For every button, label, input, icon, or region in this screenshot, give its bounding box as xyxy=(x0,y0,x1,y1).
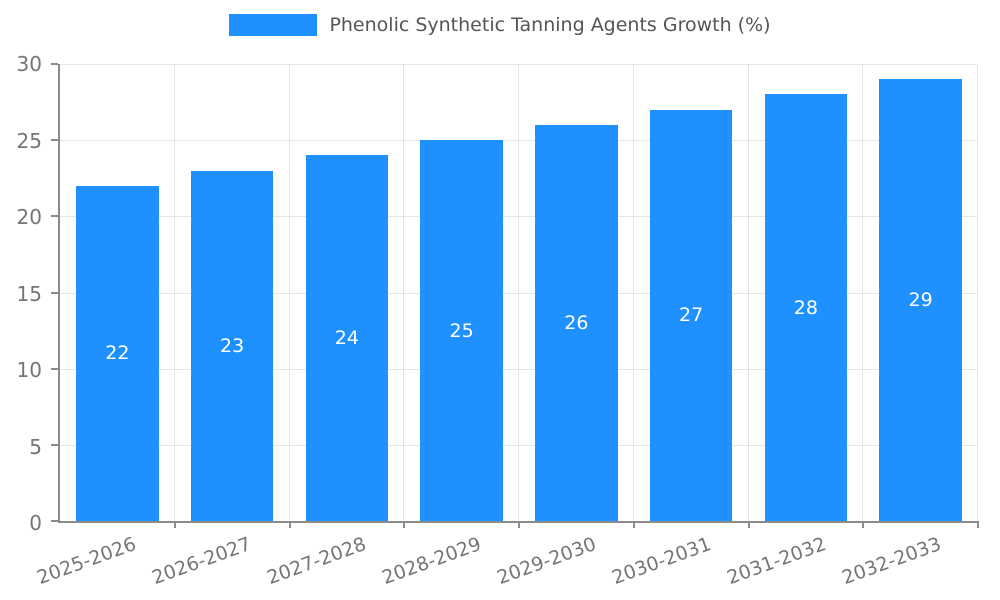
y-tick-mark xyxy=(51,215,58,218)
x-tick-mark xyxy=(862,521,865,528)
bar-value-label: 27 xyxy=(679,304,704,327)
x-tick-label-text: 2032-2033 xyxy=(839,533,945,590)
y-tick-label: 15 xyxy=(16,281,42,306)
x-tick-mark xyxy=(632,521,635,528)
bar-value-label: 24 xyxy=(334,327,359,350)
bar-slot: 27 xyxy=(634,64,749,521)
bar-slot: 28 xyxy=(749,64,864,521)
bar[interactable]: 28 xyxy=(764,94,848,521)
x-tick-label-text: 2025-2026 xyxy=(34,533,140,590)
chart-title: Phenolic Synthetic Tanning Agents Growth… xyxy=(329,14,771,36)
y-tick-label: 25 xyxy=(16,128,42,153)
bar-value-label: 26 xyxy=(564,311,589,334)
bar[interactable]: 23 xyxy=(190,170,274,521)
x-tick-label-text: 2029-2030 xyxy=(494,533,600,590)
bar[interactable]: 27 xyxy=(649,109,733,521)
y-tick-label: 20 xyxy=(16,205,42,230)
bar-value-label: 28 xyxy=(793,296,818,319)
bar-slot: 23 xyxy=(175,64,290,521)
x-tick-label-text: 2030-2031 xyxy=(609,533,715,590)
bar-value-label: 25 xyxy=(449,319,474,342)
x-tick-mark xyxy=(747,521,750,528)
bar-slot: 22 xyxy=(60,64,175,521)
bar-slot: 26 xyxy=(519,64,634,521)
y-tick-mark xyxy=(51,443,58,446)
x-tick-label-text: 2027-2028 xyxy=(264,533,370,590)
bar-value-label: 29 xyxy=(908,289,933,312)
x-tick-mark xyxy=(518,521,520,528)
bar-slot: 29 xyxy=(863,64,978,521)
bar[interactable]: 22 xyxy=(76,185,159,521)
bar[interactable]: 24 xyxy=(305,155,389,521)
bar[interactable]: 29 xyxy=(879,79,962,521)
x-tick-mark xyxy=(977,521,979,528)
x-axis-labels: 2025-2026 2026-2027 2027-2028 2028-2029 2029… xyxy=(34,525,978,597)
y-tick-label: 0 xyxy=(29,511,42,535)
y-tick-label: 30 xyxy=(16,52,42,76)
bar[interactable]: 25 xyxy=(420,140,503,521)
bar-slot: 24 xyxy=(290,64,405,521)
legend-color-swatch-icon xyxy=(229,14,318,36)
y-tick-mark xyxy=(51,520,58,522)
bars-layer: 22 23 24 25 26 27 28 29 xyxy=(60,64,978,521)
bar-value-label: 23 xyxy=(220,334,245,357)
y-tick-mark xyxy=(51,139,58,142)
y-tick-label: 10 xyxy=(16,358,42,383)
y-tick-label: 5 xyxy=(29,434,42,459)
x-tick-mark xyxy=(288,521,291,528)
x-tick-mark xyxy=(403,521,406,528)
y-axis-labels: 0 5 10 15 20 25 30 xyxy=(0,53,48,534)
bar-slot: 25 xyxy=(404,64,519,521)
chart-legend[interactable]: Phenolic Synthetic Tanning Agents Growth… xyxy=(0,14,1000,36)
bar[interactable]: 26 xyxy=(535,124,618,521)
plot-area: 22 23 24 25 26 27 28 29 xyxy=(51,63,979,528)
x-tick-label-text: 2026-2027 xyxy=(149,533,255,590)
y-tick-mark xyxy=(51,367,58,370)
y-tick-mark xyxy=(51,63,58,65)
x-tick-label-text: 2028-2029 xyxy=(379,533,485,590)
y-tick-mark xyxy=(51,291,58,294)
x-tick-label-text: 2031-2032 xyxy=(724,533,830,590)
x-tick-mark xyxy=(173,521,176,528)
bar-value-label: 22 xyxy=(105,342,130,365)
